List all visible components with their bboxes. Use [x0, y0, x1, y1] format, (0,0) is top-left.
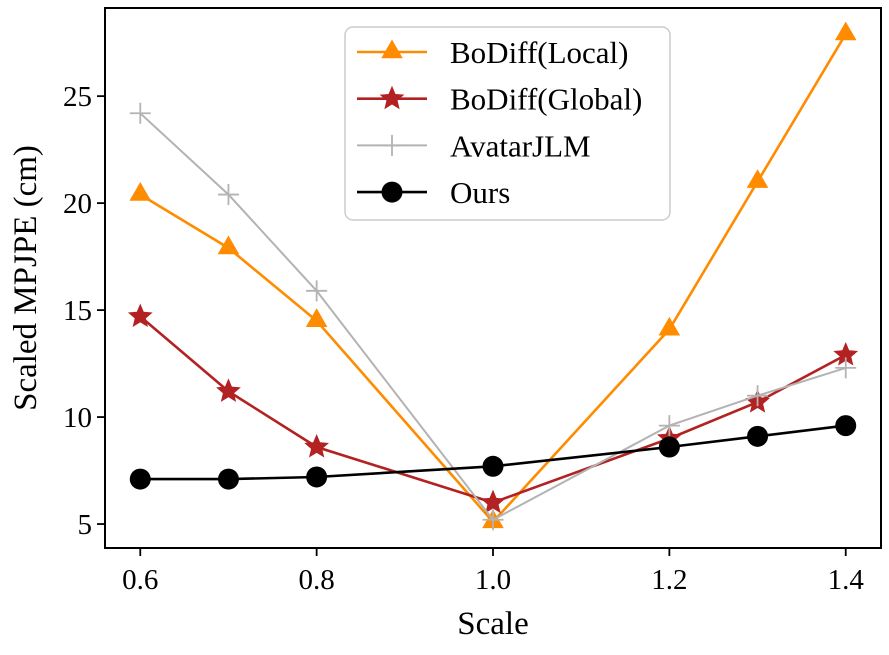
legend-marker-circle-icon	[381, 181, 403, 203]
marker-plus-icon	[747, 385, 769, 407]
marker-circle-icon	[747, 425, 769, 447]
legend-label: AvatarJLM	[450, 128, 591, 163]
legend-marker-star-icon	[379, 85, 405, 110]
marker-triangle-icon	[834, 21, 857, 41]
x-tick-label: 1.0	[475, 564, 511, 596]
y-tick-label: 10	[63, 402, 92, 434]
marker-plus-icon	[658, 415, 680, 437]
marker-circle-icon	[306, 466, 328, 488]
legend-row-AvatarJLM: AvatarJLM	[357, 128, 591, 163]
y-tick-label: 15	[63, 295, 92, 327]
y-tick-label: 5	[78, 509, 93, 541]
marker-star-icon	[304, 434, 329, 458]
marker-star-icon	[216, 378, 241, 402]
axes: 0.6 0.8 1.0 1.2 1.4 5 10 15 20 25 Scale Scaled MPJP…	[8, 81, 864, 642]
marker-plus-icon	[129, 102, 151, 124]
marker-circle-icon	[835, 415, 857, 437]
legend-label: Ours	[450, 175, 510, 210]
marker-plus-icon	[835, 357, 857, 379]
y-axis-label: Scaled MPJPE (cm)	[8, 145, 44, 411]
y-tick-label: 25	[63, 81, 92, 113]
legend-row-Ours: Ours	[357, 175, 510, 210]
legend: BoDiff(Local) BoDiff(Global) AvatarJLM Ours	[344, 26, 671, 221]
legend-row-BoDiff(Global): BoDiff(Global)	[357, 82, 642, 117]
marker-star-icon	[127, 303, 153, 328]
marker-circle-icon	[129, 468, 151, 490]
x-tick-label: 1.4	[828, 564, 865, 596]
legend-box	[344, 26, 671, 221]
marker-plus-icon	[306, 280, 328, 302]
marker-triangle-icon	[305, 308, 328, 327]
marker-circle-icon	[658, 436, 680, 458]
series-AvatarJLM	[129, 102, 857, 531]
legend-label: BoDiff(Global)	[450, 82, 642, 117]
marker-triangle-icon	[129, 182, 152, 201]
marker-plus-icon	[217, 184, 239, 206]
marker-circle-icon	[482, 455, 504, 477]
x-tick-label: 1.2	[651, 564, 687, 596]
legend-row-BoDiff(Local): BoDiff(Local)	[357, 35, 628, 70]
marker-triangle-icon	[217, 235, 240, 255]
x-axis-label: Scale	[457, 606, 528, 642]
marker-triangle-icon	[658, 316, 681, 336]
x-tick-label: 0.6	[122, 564, 158, 596]
plot-area-border	[104, 7, 882, 549]
y-tick-label: 20	[63, 188, 92, 220]
marker-triangle-icon	[746, 169, 769, 188]
legend-marker-triangle-icon	[381, 39, 403, 59]
legend-label: BoDiff(Local)	[450, 35, 628, 70]
marker-star-icon	[833, 342, 859, 366]
x-tick-label: 0.8	[299, 564, 335, 596]
marker-plus-icon	[482, 509, 504, 531]
series-Ours	[129, 415, 857, 490]
marker-star-icon	[480, 489, 506, 514]
legend-marker-plus-icon	[381, 134, 403, 156]
marker-circle-icon	[217, 468, 239, 490]
